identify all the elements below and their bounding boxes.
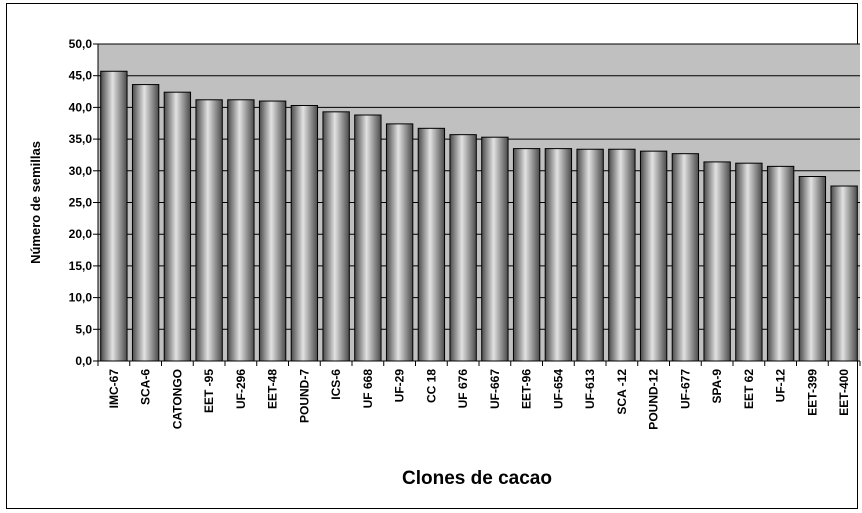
x-tick-label: UF 676 xyxy=(456,369,470,409)
bar-UF-29 xyxy=(385,123,414,362)
bar-UF-296 xyxy=(227,99,255,362)
x-tick-label: CATONGO xyxy=(170,369,184,429)
bar-EET 62 xyxy=(735,162,763,362)
x-tick-label: SCA-6 xyxy=(139,369,153,405)
bar-EET-400 xyxy=(830,185,858,362)
bar-EET-96 xyxy=(512,148,541,362)
bar-EET-399 xyxy=(798,176,827,362)
y-tick-label: 25,0 xyxy=(69,196,93,210)
y-tick-label: 30,0 xyxy=(69,164,93,178)
x-tick-label: EET -95 xyxy=(202,369,216,413)
y-tick-label: 45,0 xyxy=(69,69,93,83)
x-tick-label: CC 18 xyxy=(424,369,438,403)
bar-UF-613 xyxy=(576,148,604,362)
axes xyxy=(97,44,861,366)
y-tick-label: 20,0 xyxy=(69,227,93,241)
bars xyxy=(100,70,858,362)
gridlines xyxy=(93,43,860,362)
bar-POUND-7 xyxy=(290,104,319,362)
y-tick-label: 0,0 xyxy=(75,354,92,368)
bar-UF 676 xyxy=(449,134,477,362)
x-tick-label: UF-667 xyxy=(488,369,502,409)
x-tick-label: UF-677 xyxy=(678,369,692,409)
x-tick-label: UF-29 xyxy=(393,369,407,403)
x-tick-label: POUND-12 xyxy=(647,369,661,430)
bar-UF 668 xyxy=(354,114,382,362)
bar-UF-12 xyxy=(766,165,795,362)
x-tick-label: UF-654 xyxy=(551,369,565,409)
y-tick-label: 40,0 xyxy=(69,100,93,114)
bar-EET -95 xyxy=(195,99,223,362)
x-axis-title: Clones de cacao xyxy=(402,468,552,489)
bar-SCA -12 xyxy=(608,148,636,362)
bar-UF-654 xyxy=(544,148,573,362)
x-tick-label: ICS-6 xyxy=(329,369,343,400)
x-tick-label: POUND-7 xyxy=(297,369,311,423)
bar-CC 18 xyxy=(417,127,446,362)
y-tick-label: 35,0 xyxy=(69,132,93,146)
x-tick-label: EET-400 xyxy=(837,369,851,416)
x-tick-label: UF-12 xyxy=(774,369,788,403)
bar-SCA-6 xyxy=(131,84,160,362)
x-tick-labels: IMC-67 SCA-6 CATONGO EET -95 UF-296 EET-48 POU… xyxy=(107,369,851,430)
x-tick-label: EET-399 xyxy=(805,369,819,416)
y-tick-label: 50,0 xyxy=(69,37,93,51)
x-tick-label: EET 62 xyxy=(742,369,756,409)
bar-POUND-12 xyxy=(639,150,668,362)
x-tick-label: EET-96 xyxy=(520,369,534,409)
y-tick-labels: 0,0 5,0 10,0 15,0 20,0 25,0 30,0 35,0 40,0 45,0 50… xyxy=(69,37,93,368)
bar-ICS-6 xyxy=(322,111,350,362)
y-tick-label: 5,0 xyxy=(75,322,92,336)
x-tick-label: EET-48 xyxy=(266,369,280,409)
y-axis-title: Número de semillas xyxy=(28,141,43,264)
x-tick-label: UF-296 xyxy=(234,369,248,409)
y-tick-label: 15,0 xyxy=(69,259,93,273)
x-tick-label: UF 668 xyxy=(361,369,375,409)
x-tick-label: IMC-67 xyxy=(107,369,121,409)
x-tick-label: SCA -12 xyxy=(615,369,629,415)
bar-SPA-9 xyxy=(703,161,731,362)
bar-UF-667 xyxy=(481,136,509,362)
bar-CATONGO xyxy=(163,91,192,362)
bar-IMC-67 xyxy=(100,70,128,362)
x-tick-label: SPA-9 xyxy=(710,369,724,404)
bar-EET-48 xyxy=(258,100,287,362)
x-tick-label: UF-613 xyxy=(583,369,597,409)
bar-UF-677 xyxy=(671,153,700,362)
y-tick-label: 10,0 xyxy=(69,291,93,305)
